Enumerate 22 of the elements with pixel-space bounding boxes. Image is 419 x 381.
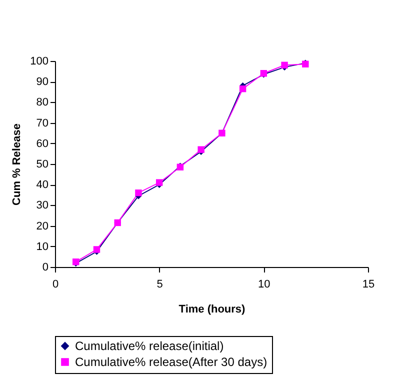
- point: [135, 189, 142, 196]
- y-tick-label: 50: [36, 158, 48, 170]
- y-tick-label: 30: [36, 200, 48, 212]
- x-tick-label: 5: [156, 278, 163, 290]
- y-tick-label: 20: [36, 220, 48, 232]
- y-tick-label: 100: [30, 56, 48, 68]
- y-tick-label: 70: [36, 117, 48, 130]
- point: [239, 85, 246, 92]
- x-tick-label: 10: [258, 278, 270, 290]
- legend-label: Cumulative% release(After 30 days): [75, 355, 268, 369]
- legend-label: Cumulative% release(initial): [75, 339, 224, 353]
- y-tick-label: 40: [36, 179, 48, 192]
- y-tick-label: 0: [42, 262, 48, 274]
- y-tick-label: 60: [36, 138, 48, 150]
- x-tick-label: 0: [52, 278, 59, 290]
- y-tick-label: 90: [36, 76, 48, 88]
- point: [281, 62, 288, 68]
- y-axis-title: Cum % Release: [11, 124, 24, 206]
- x-axis-title: Time (hours): [178, 304, 246, 316]
- y-tick-label: 80: [36, 96, 48, 109]
- x-tick-label: 15: [362, 278, 375, 290]
- y-tick-label: 10: [36, 240, 48, 253]
